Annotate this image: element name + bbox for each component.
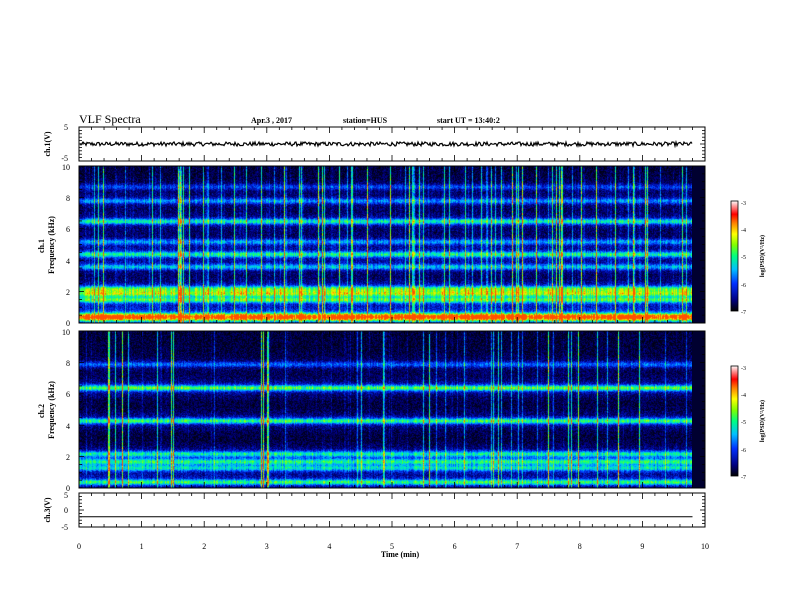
x-tick-label: 8 [578, 542, 582, 551]
ch1-wave-ytick-bottom: -5 [61, 154, 68, 163]
ch2-cbar-tick-m7: -7 [741, 475, 746, 481]
ch2-ytick-4: 4 [66, 422, 70, 431]
ch1-cbar-tick-m4: -4 [741, 228, 746, 234]
ch2-spectrogram-panel: 0 2 4 6 8 10 ch.2 Frequency (kHz) -3 -4 … [37, 328, 766, 493]
ch2-cbar-tick-m4: -4 [741, 393, 746, 399]
ch3-wave-ylabel: ch.3(V) [43, 497, 52, 522]
ch1-ytick-0: 0 [66, 319, 70, 328]
x-tick-label: 6 [453, 542, 457, 551]
ch1-colorbar-label: log(PSD)(V²/Hz) [759, 235, 766, 277]
ch1-cbar-tick-m6: -6 [741, 283, 746, 289]
x-tick-label: 7 [515, 542, 519, 551]
ch2-colorbar-label: log(PSD)(V²/Hz) [759, 400, 766, 442]
ch2-freq-tick-labels: 0 2 4 6 8 10 [62, 328, 70, 493]
x-tick-label: 3 [265, 542, 269, 551]
ch1-waveform-panel: 5 -5 ch.1(V) [43, 123, 706, 163]
ch2-cbar-tick-m3: -3 [741, 366, 746, 372]
ch1-freq-tick-labels: 0 2 4 6 8 10 [62, 163, 70, 328]
ch1-waveform-line [79, 139, 693, 149]
ch1-cbar-tick-m7: -7 [741, 310, 746, 316]
ch2-ytick-6: 6 [66, 390, 70, 399]
ch1-wave-ytick-top: 5 [64, 123, 68, 132]
ch2-ytick-2: 2 [66, 453, 70, 462]
ch1-colorbar: -3 -4 -5 -6 -7 log(PSD)(V²/Hz) [730, 200, 766, 316]
ch3-wave-ytick-mid: 0 [64, 506, 68, 515]
ch2-spectrogram-image [79, 331, 692, 488]
x-tick-label: 0 [77, 542, 81, 551]
ch1-ytick-10: 10 [62, 163, 70, 172]
ch1-ytick-2: 2 [66, 288, 70, 297]
ch2-ylabel-channel: ch.2 [37, 404, 46, 418]
ch2-ylabel-frequency: Frequency (kHz) [47, 381, 56, 439]
ch1-wave-ylabel: ch.1(V) [43, 131, 52, 156]
ch3-wave-ytick-bottom: -5 [61, 523, 68, 532]
ch1-spectrogram-image [79, 166, 692, 323]
ch1-cbar-tick-m5: -5 [741, 255, 746, 261]
x-axis-tick-labels: 0 1 2 3 4 5 6 7 8 9 10 [77, 542, 709, 551]
x-axis-label: Time (min) [381, 550, 420, 559]
ch1-ytick-4: 4 [66, 257, 70, 266]
ch3-waveform-panel: 5 0 -5 ch.3(V) [43, 491, 706, 532]
station-label: station=HUS [343, 116, 388, 125]
ch1-cbar-tick-m3: -3 [741, 201, 746, 207]
ch2-spectrogram-ylabel: ch.2 Frequency (kHz) [37, 381, 56, 439]
ch1-spectrogram-ylabel: ch.1 Frequency (kHz) [37, 216, 56, 274]
ch2-ytick-8: 8 [66, 359, 70, 368]
ch3-wave-ytick-top: 5 [64, 491, 68, 500]
ch1-ytick-8: 8 [66, 194, 70, 203]
ch1-ytick-6: 6 [66, 225, 70, 234]
figure-title: VLF Spectra [79, 112, 141, 126]
x-tick-label: 1 [140, 542, 144, 551]
ch2-colorbar: -3 -4 -5 -6 -7 log(PSD)(V²/Hz) [730, 365, 766, 481]
x-tick-label: 2 [202, 542, 206, 551]
x-tick-label: 5 [390, 542, 394, 551]
x-tick-label: 4 [327, 542, 331, 551]
x-tick-label: 10 [701, 542, 709, 551]
ch1-ylabel-frequency: Frequency (kHz) [47, 216, 56, 274]
start-time-label: start UT = 13:40:2 [437, 116, 500, 125]
ch2-ytick-0: 0 [66, 484, 70, 493]
ch2-ytick-10: 10 [62, 328, 70, 337]
ch1-spectrogram-panel: 0 2 4 6 8 10 ch.1 Frequency (kHz) -3 -4 … [37, 163, 766, 328]
ch2-cbar-tick-m6: -6 [741, 448, 746, 454]
date-label: Apr.3 , 2017 [251, 116, 292, 125]
ch2-cbar-tick-m5: -5 [741, 420, 746, 426]
x-tick-label: 9 [640, 542, 644, 551]
ch1-ylabel-channel: ch.1 [37, 239, 46, 253]
